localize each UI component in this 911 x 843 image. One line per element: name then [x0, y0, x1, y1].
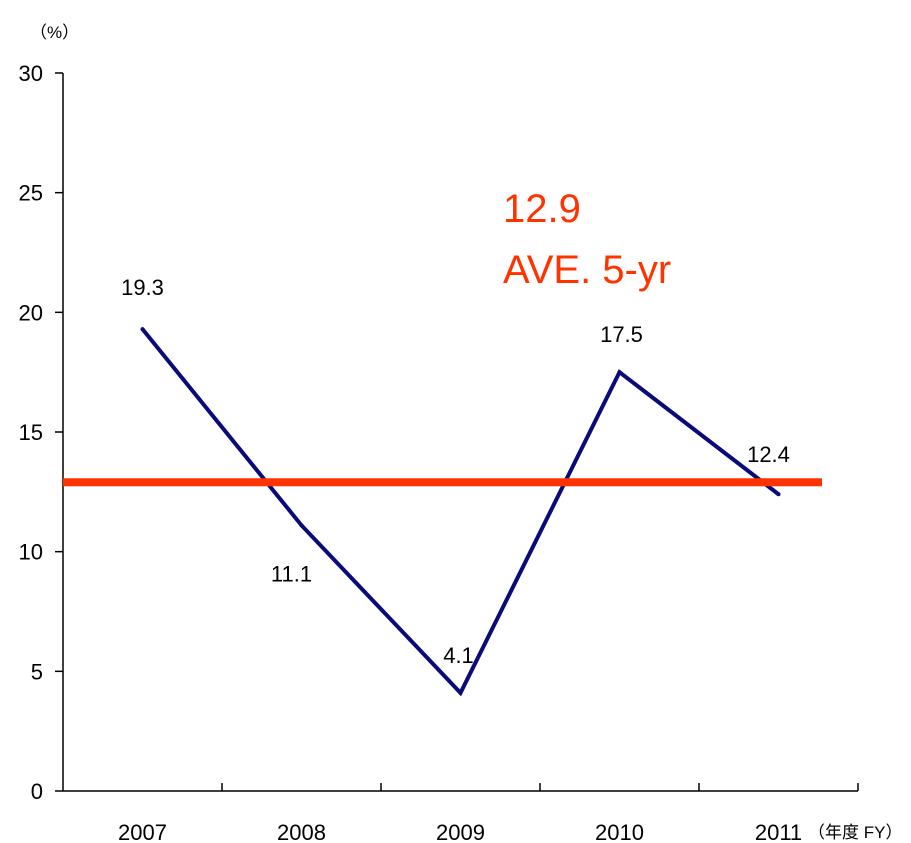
- x-tick-label: 2011: [755, 820, 802, 843]
- data-label: 4.1: [443, 643, 474, 668]
- average-caption-label: AVE. 5-yr: [503, 248, 671, 292]
- data-labels: 19.3 11.1 4.1 17.5 12.4: [121, 275, 790, 668]
- data-label: 12.4: [747, 442, 790, 467]
- y-tick-label: 30: [19, 61, 43, 86]
- data-point: [617, 370, 622, 375]
- data-label: 19.3: [121, 275, 164, 300]
- y-tick-label: 20: [19, 300, 43, 325]
- series-line: [140, 327, 780, 697]
- y-tick-label: 5: [31, 659, 43, 684]
- y-axis-unit-label: （%）: [30, 23, 79, 42]
- x-axis-unit-label: （年度 FY）: [808, 823, 902, 842]
- y-tick-label: 0: [31, 779, 43, 804]
- data-point: [458, 690, 463, 695]
- y-ticks: 0 5 10 15 20 25 30: [19, 61, 63, 804]
- x-tick-label: 2008: [277, 820, 326, 843]
- average-value-label: 12.9: [503, 187, 581, 231]
- x-tick-label: 2009: [436, 820, 485, 843]
- x-ticks: 2007 2008 2009 2010 2011: [118, 783, 859, 843]
- data-point: [140, 327, 145, 332]
- data-label: 17.5: [600, 322, 643, 347]
- series-group: [140, 327, 781, 697]
- x-tick-label: 2010: [595, 820, 644, 843]
- data-label: 11.1: [271, 561, 312, 586]
- data-point: [776, 492, 781, 497]
- x-tick-label: 2007: [118, 820, 167, 843]
- y-tick-label: 10: [19, 540, 43, 565]
- data-point: [299, 523, 304, 528]
- y-tick-label: 25: [19, 181, 43, 206]
- y-tick-label: 15: [19, 420, 43, 445]
- axes: 0 5 10 15 20 25 30 2007 2008 2009 2010 2011: [19, 61, 859, 843]
